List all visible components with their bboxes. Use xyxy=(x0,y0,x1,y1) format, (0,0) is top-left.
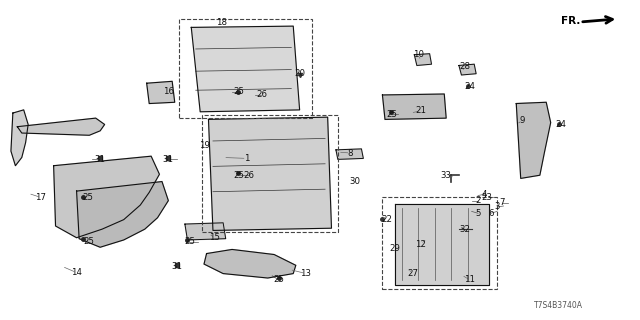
Text: 7: 7 xyxy=(499,198,504,207)
Text: 3: 3 xyxy=(494,203,500,212)
Text: 31: 31 xyxy=(95,155,106,164)
Text: 22: 22 xyxy=(381,215,392,224)
Text: 17: 17 xyxy=(35,193,46,202)
Text: 25: 25 xyxy=(233,171,244,180)
Text: 25: 25 xyxy=(233,87,244,96)
Polygon shape xyxy=(209,117,332,230)
Text: 24: 24 xyxy=(464,82,476,91)
Polygon shape xyxy=(54,156,159,238)
Text: 25: 25 xyxy=(82,193,93,202)
Text: 16: 16 xyxy=(163,87,174,96)
Text: 6: 6 xyxy=(488,209,493,218)
Text: 2: 2 xyxy=(476,196,481,205)
Bar xyxy=(202,115,338,232)
Text: FR.: FR. xyxy=(561,16,580,26)
Text: 19: 19 xyxy=(198,141,209,150)
Text: 26: 26 xyxy=(243,171,254,180)
Text: 24: 24 xyxy=(556,120,566,129)
Text: 18: 18 xyxy=(216,19,227,28)
Text: 26: 26 xyxy=(256,91,267,100)
Polygon shape xyxy=(516,102,550,178)
Text: 9: 9 xyxy=(520,116,525,125)
Text: 10: 10 xyxy=(413,50,424,59)
Polygon shape xyxy=(383,94,446,119)
Bar xyxy=(179,19,312,118)
Text: 29: 29 xyxy=(390,244,401,253)
Polygon shape xyxy=(336,149,364,159)
Text: 13: 13 xyxy=(301,269,312,278)
Polygon shape xyxy=(77,181,168,247)
Text: 28: 28 xyxy=(460,62,471,71)
Polygon shape xyxy=(414,54,431,66)
Text: 14: 14 xyxy=(71,268,82,277)
Text: 25: 25 xyxy=(84,237,95,246)
Text: 30: 30 xyxy=(349,177,360,186)
Polygon shape xyxy=(185,223,226,240)
Text: 21: 21 xyxy=(415,106,426,115)
Text: 25: 25 xyxy=(386,109,397,118)
Text: 12: 12 xyxy=(415,240,426,249)
Text: 8: 8 xyxy=(348,148,353,157)
Text: 33: 33 xyxy=(441,171,452,180)
Bar xyxy=(383,197,497,289)
Polygon shape xyxy=(395,204,489,285)
Text: 15: 15 xyxy=(209,233,220,242)
Polygon shape xyxy=(17,118,104,135)
Text: 25: 25 xyxy=(273,276,284,284)
Text: 5: 5 xyxy=(476,209,481,218)
Text: 23: 23 xyxy=(481,193,492,202)
Polygon shape xyxy=(191,26,300,112)
Text: 11: 11 xyxy=(464,276,476,284)
Text: 20: 20 xyxy=(294,69,305,78)
Text: 25: 25 xyxy=(184,237,195,246)
Text: 1: 1 xyxy=(244,154,250,163)
Text: T7S4B3740A: T7S4B3740A xyxy=(534,301,584,310)
Text: 4: 4 xyxy=(482,190,487,199)
Polygon shape xyxy=(11,110,28,166)
Polygon shape xyxy=(204,250,296,278)
Text: 27: 27 xyxy=(407,269,418,278)
Text: 31: 31 xyxy=(171,262,182,271)
Polygon shape xyxy=(459,64,476,75)
Polygon shape xyxy=(147,81,175,104)
Text: 31: 31 xyxy=(163,155,174,164)
Text: 32: 32 xyxy=(460,225,471,234)
